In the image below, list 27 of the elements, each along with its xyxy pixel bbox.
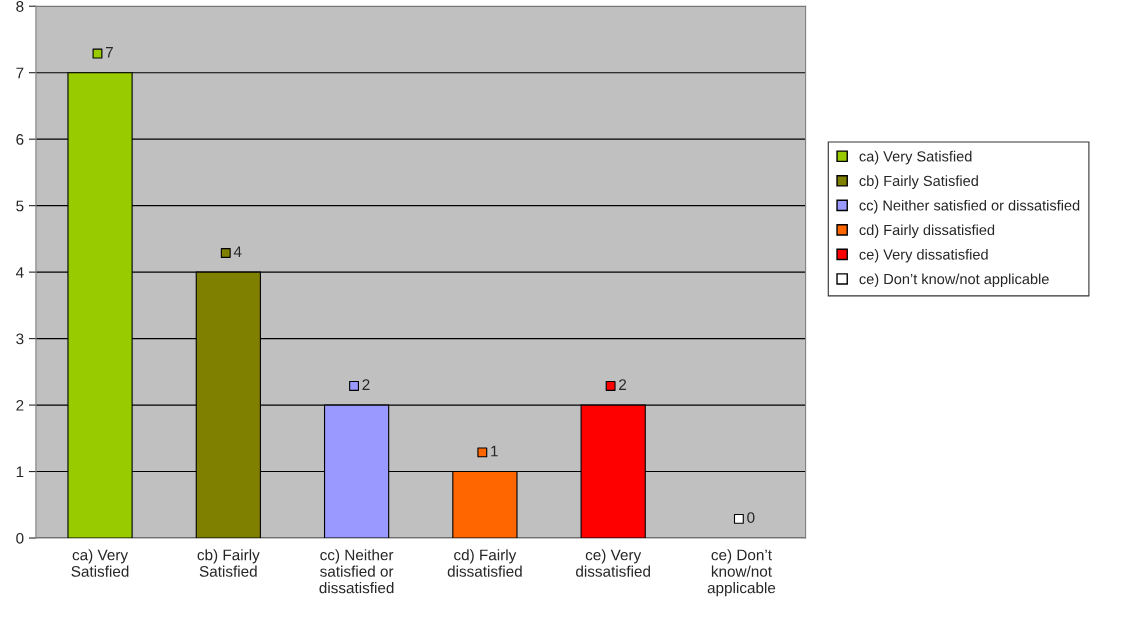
x-tick-label: cb) Fairly Satisfied: [197, 549, 260, 577]
data-label: 7: [105, 46, 113, 58]
y-tick-label: 4: [15, 267, 24, 278]
y-tick-label: 3: [16, 333, 24, 345]
data-label: 2: [619, 379, 627, 390]
y-tick-label: 8: [16, 1, 24, 12]
data-label: 4: [233, 246, 242, 257]
legend-label: ce) Very dissatisfied: [859, 248, 988, 263]
data-label: 1: [491, 445, 498, 457]
x-tick-label: cc) Neither satisfied or dissatisfied: [319, 549, 394, 594]
y-tick-label: 2: [16, 399, 24, 411]
x-tick-label: ce) Don’t know/not applicable: [707, 549, 776, 597]
legend-label: ca) Very Satisfied: [859, 150, 972, 165]
x-tick-label: ca) Very Satisfied: [71, 549, 129, 577]
data-label: 2: [362, 379, 370, 390]
y-tick-label: 1: [16, 466, 24, 478]
y-tick-label: 0: [16, 532, 24, 544]
legend-label: cb) Fairly Satisfied: [859, 175, 978, 189]
legend-label: cd) Fairly dissatisfied: [859, 224, 995, 239]
y-tick-label: 6: [16, 134, 24, 145]
data-label: 0: [747, 512, 755, 523]
x-tick-label: cd) Fairly dissatisfied: [447, 549, 522, 577]
legend-label: cc) Neither satisfied or dissatisfied: [859, 199, 1080, 214]
y-tick-label: 5: [16, 200, 24, 212]
y-tick-label: 7: [16, 67, 24, 79]
x-tick-label: ce) Very dissatisfied: [576, 549, 650, 577]
legend-label: ce) Don’t know/not applicable: [859, 273, 1049, 288]
